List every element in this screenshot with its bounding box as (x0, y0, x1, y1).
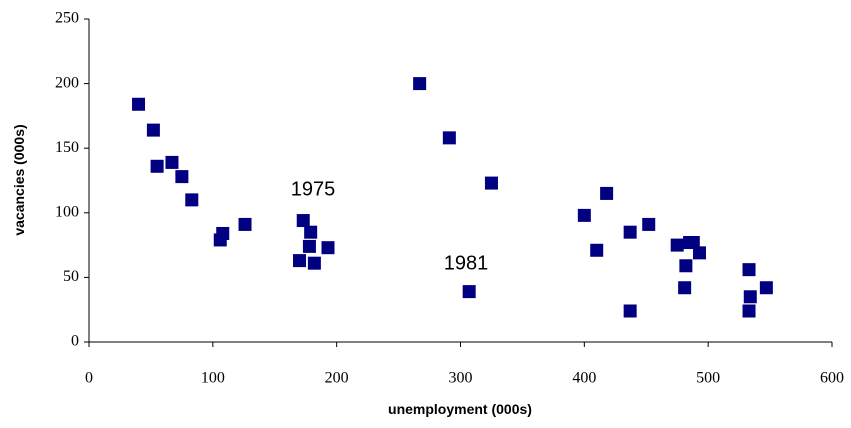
y-tick-label: 200 (55, 74, 79, 91)
point (296, 214, 310, 228)
point (293, 254, 307, 268)
point (642, 217, 656, 231)
point (150, 159, 164, 173)
point (742, 304, 756, 318)
x-axis-title: unemployment (000s) (388, 401, 532, 417)
point (216, 226, 230, 240)
point (577, 208, 591, 222)
point (413, 77, 427, 91)
point (623, 225, 637, 239)
point (442, 131, 456, 145)
point (185, 193, 199, 207)
point (484, 176, 498, 190)
point (623, 304, 637, 318)
point (600, 186, 614, 200)
x-tick-label: 500 (696, 370, 720, 387)
point (165, 155, 179, 169)
point (238, 217, 252, 231)
point (742, 263, 756, 277)
x-tick-label: 0 (85, 370, 93, 387)
point (304, 225, 318, 239)
x-tick-label: 300 (449, 370, 473, 387)
y-tick-label: 250 (55, 10, 79, 27)
x-tick-label: 600 (820, 370, 844, 387)
point (670, 238, 684, 252)
point (321, 241, 335, 255)
point (683, 236, 697, 250)
point (175, 170, 189, 184)
point (679, 259, 693, 273)
point (307, 256, 321, 270)
x-tick-label: 200 (325, 370, 349, 387)
point (743, 290, 757, 304)
y-tick-label: 150 (55, 139, 79, 156)
y-axis-title: vacancies (000s) (11, 124, 27, 235)
annotation: 1975 (291, 178, 336, 200)
point (759, 281, 773, 295)
y-tick-label: 100 (55, 203, 79, 220)
point (462, 285, 476, 299)
y-tick-label: 50 (63, 268, 79, 285)
point (132, 97, 146, 111)
point (692, 246, 706, 260)
point (678, 281, 692, 295)
point (302, 239, 316, 253)
annotation: 1981 (444, 252, 489, 274)
y-tick-label: 0 (71, 333, 79, 350)
point (590, 243, 604, 257)
x-tick-label: 100 (201, 370, 225, 387)
point (146, 123, 160, 137)
x-tick-label: 400 (572, 370, 596, 387)
